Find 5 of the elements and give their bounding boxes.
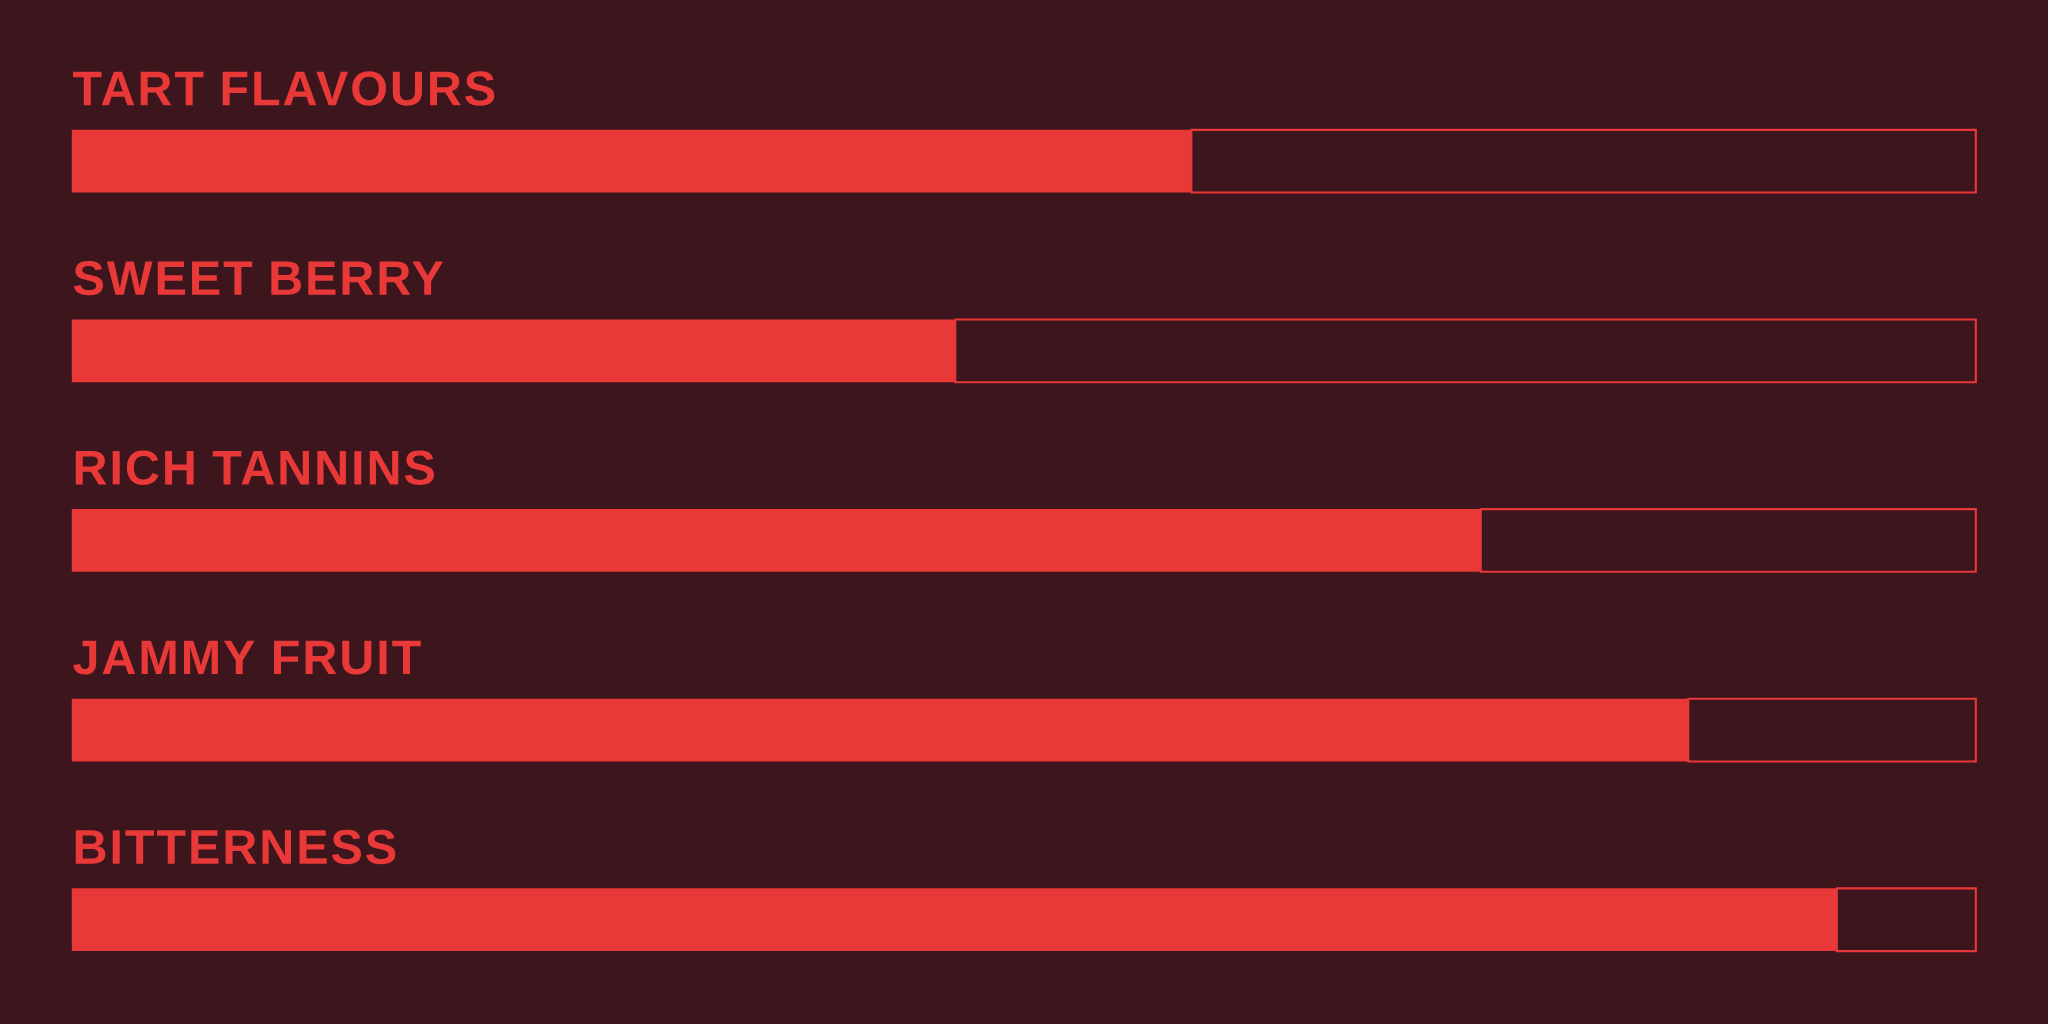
y-tick-label: JAMMY FRUIT	[73, 640, 421, 675]
y-tick-label: RICH TANNINS	[75, 450, 434, 485]
y-tick-label: SWEET BERRY	[73, 260, 444, 296]
y-tick-label: BITTERNESS	[75, 829, 396, 865]
y-tick-label: TART FLAVOURS	[73, 71, 495, 106]
